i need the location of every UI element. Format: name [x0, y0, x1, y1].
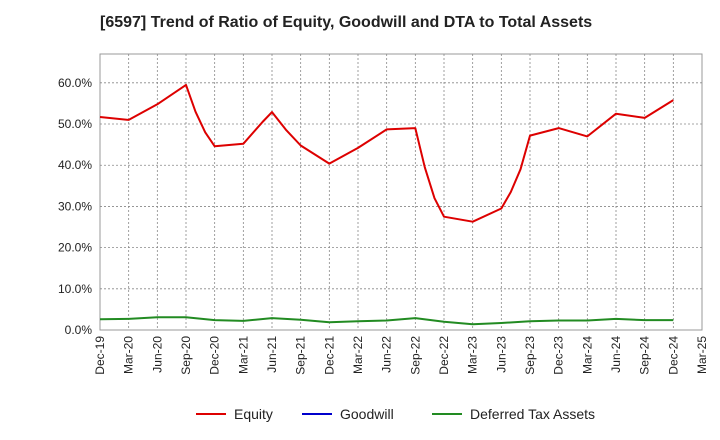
x-tick-label: Dec-20: [208, 336, 222, 375]
x-tick-label: Sep-23: [523, 336, 537, 375]
x-tick-label: Mar-20: [122, 336, 136, 374]
x-tick-label: Dec-24: [666, 336, 680, 375]
chart-title: [6597] Trend of Ratio of Equity, Goodwil…: [100, 14, 593, 31]
legend-label: Equity: [234, 406, 273, 422]
x-tick-label: Mar-22: [351, 336, 365, 374]
x-tick-label: Dec-21: [322, 336, 336, 375]
x-tick-label: Mar-25: [695, 336, 709, 374]
x-tick-label: Mar-24: [580, 336, 594, 374]
x-tick-label: Jun-20: [150, 336, 164, 373]
x-tick-label: Dec-19: [93, 336, 107, 375]
x-tick-label: Dec-22: [437, 336, 451, 375]
y-tick-label: 50.0%: [58, 117, 92, 131]
y-tick-label: 60.0%: [58, 76, 92, 90]
x-tick-label: Jun-21: [265, 336, 279, 373]
legend-label: Deferred Tax Assets: [470, 406, 595, 422]
y-tick-label: 10.0%: [58, 282, 92, 296]
x-tick-label: Jun-23: [494, 336, 508, 373]
x-tick-label: Sep-24: [638, 336, 652, 375]
x-tick-label: Mar-23: [466, 336, 480, 374]
series-line-equity: [99, 83, 674, 223]
y-tick-label: 20.0%: [58, 241, 92, 255]
x-tick-label: Dec-23: [552, 336, 566, 375]
legend-label: Goodwill: [340, 406, 394, 422]
x-tick-label: Sep-21: [294, 336, 308, 375]
x-tick-label: Jun-24: [609, 336, 623, 373]
x-tick-label: Sep-22: [408, 336, 422, 375]
x-tick-label: Sep-20: [179, 336, 193, 375]
y-tick-label: 40.0%: [58, 158, 92, 172]
plot-area: [99, 53, 703, 331]
x-tick-label: Mar-21: [236, 336, 250, 374]
y-tick-label: 30.0%: [58, 199, 92, 213]
y-tick-label: 0.0%: [65, 323, 93, 337]
series-line-deferred-tax-assets: [99, 316, 674, 326]
x-tick-label: Jun-22: [380, 336, 394, 373]
